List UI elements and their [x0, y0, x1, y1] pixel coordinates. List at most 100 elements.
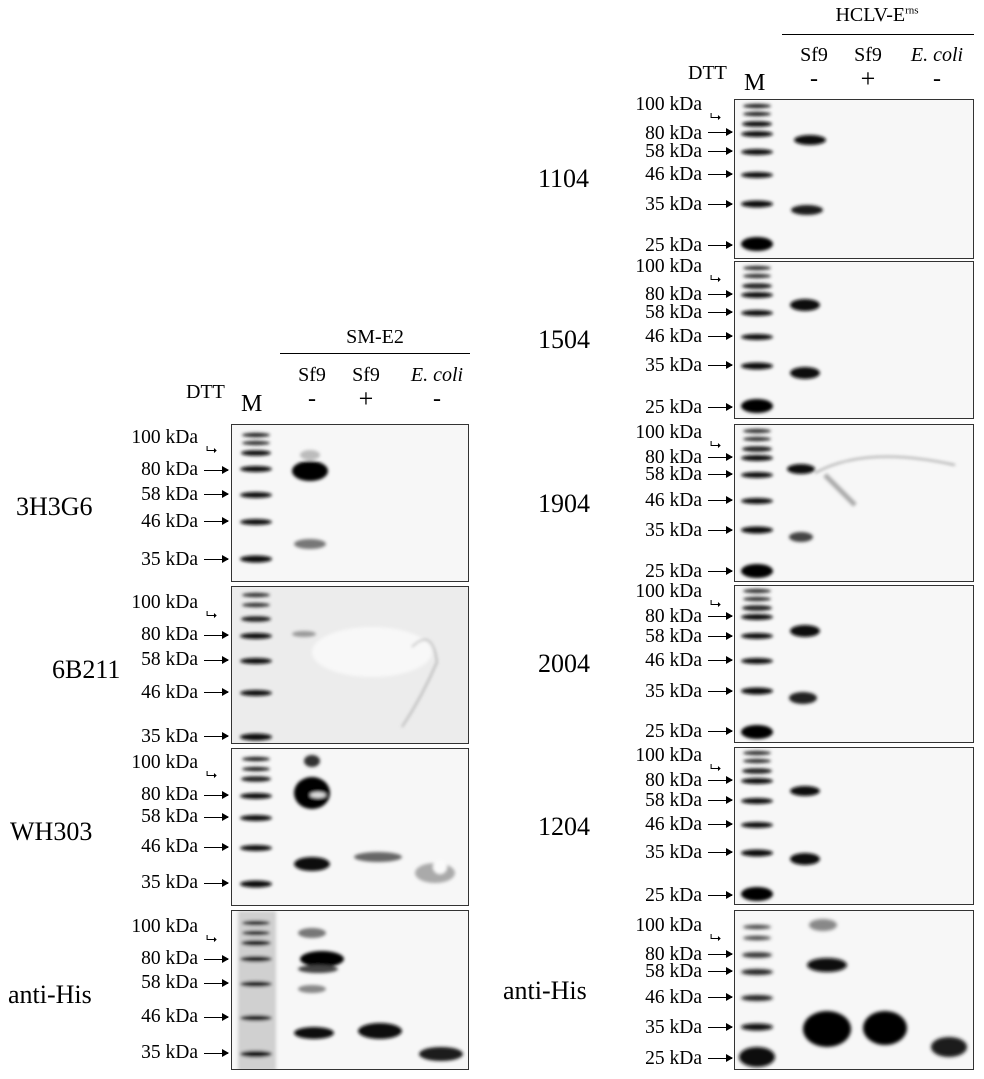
left-p2-arrow-35 [204, 879, 229, 888]
left-p2-marker-46: 46 kDa [141, 836, 198, 857]
left-p3-arrow-46 [204, 1013, 229, 1022]
right-p1-arrow-58 [708, 308, 733, 317]
left-p3-hook-arrow-icon: ⮡ [206, 932, 218, 947]
right-p1-marker-100: 100 kDa [635, 256, 702, 277]
right-p1-marker-58: 58 kDa [645, 302, 702, 323]
right-p4-marker-35: 35 kDa [645, 842, 702, 863]
right-lane3-dtt: - [933, 66, 941, 92]
right-p4-marker-58: 58 kDa [645, 790, 702, 811]
right-p2-marker-25: 25 kDa [645, 561, 702, 582]
right-p0-arrow-58 [708, 147, 733, 156]
right-panel-1204-name: 1204 [538, 812, 590, 841]
left-lane1-sample: Sf9 [298, 364, 326, 386]
right-p4-arrow-80 [708, 776, 733, 785]
left-p0-marker-46: 46 kDa [141, 511, 198, 532]
left-p0-marker-100: 100 kDa [131, 427, 198, 448]
right-p0-arrow-46 [708, 170, 733, 179]
left-p1-hook-arrow-icon: ⮡ [206, 608, 218, 623]
right-p4-arrow-25 [708, 891, 733, 900]
right-blot-1904 [734, 424, 974, 582]
left-p0-arrow-58 [204, 490, 229, 499]
right-p2-marker-80: 80 kDa [645, 447, 702, 468]
right-p5-arrow-25 [708, 1054, 733, 1063]
left-p2-marker-35: 35 kDa [141, 872, 198, 893]
left-p1-arrow-46 [204, 688, 229, 697]
left-p3-arrow-80 [204, 955, 229, 964]
right-lane3-sample: E. coli [910, 44, 964, 66]
left-p2-arrow-80 [204, 791, 229, 800]
right-p1-arrow-46 [708, 332, 733, 341]
left-panel-antihis-name: anti-His [8, 980, 92, 1009]
right-panel-2004-name: 2004 [538, 649, 590, 678]
left-blot-6b211 [231, 586, 469, 744]
right-p3-arrow-46 [708, 656, 733, 665]
right-p2-marker-58: 58 kDa [645, 464, 702, 485]
right-blot-2004 [734, 585, 974, 743]
left-p1-marker-46: 46 kDa [141, 682, 198, 703]
right-p4-hook-arrow-icon: ⮡ [710, 761, 722, 776]
right-p3-arrow-25 [708, 727, 733, 736]
left-antigen-title: SM-E2 [346, 326, 404, 348]
left-p3-arrow-35 [204, 1049, 229, 1058]
left-p2-marker-100: 100 kDa [131, 752, 198, 773]
right-p5-marker-58: 58 kDa [645, 961, 702, 982]
right-p1-arrow-80 [708, 290, 733, 299]
left-lane3-dtt: - [433, 386, 441, 412]
left-p1-marker-35: 35 kDa [141, 726, 198, 747]
right-panel-1904-name: 1904 [538, 489, 590, 518]
right-p5-hook-arrow-icon: ⮡ [710, 931, 722, 946]
right-p0-arrow-25 [708, 241, 733, 250]
right-blot-1104 [734, 99, 974, 259]
right-p3-hook-arrow-icon: ⮡ [710, 597, 722, 612]
right-p0-marker-46: 46 kDa [645, 164, 702, 185]
right-p0-arrow-80 [708, 128, 733, 137]
right-header-rule [782, 34, 974, 35]
left-p1-marker-100: 100 kDa [131, 592, 198, 613]
right-p4-marker-46: 46 kDa [645, 814, 702, 835]
right-p2-arrow-80 [708, 453, 733, 462]
right-p4-arrow-58 [708, 796, 733, 805]
right-p4-marker-100: 100 kDa [635, 745, 702, 766]
left-p2-marker-58: 58 kDa [141, 806, 198, 827]
left-p0-arrow-46 [204, 517, 229, 526]
left-header-rule [280, 353, 470, 354]
left-p0-arrow-80 [204, 466, 229, 475]
right-p5-marker-80: 80 kDa [645, 944, 702, 965]
left-p2-hook-arrow-icon: ⮡ [206, 768, 218, 783]
left-panel-3h3g6-name: 3H3G6 [16, 492, 93, 521]
right-panel-antihis-name: anti-His [503, 976, 587, 1005]
right-marker-label: M [744, 70, 766, 96]
left-p3-marker-46: 46 kDa [141, 1006, 198, 1027]
left-p0-hook-arrow-icon: ⮡ [206, 443, 218, 458]
right-lane1-dtt: - [810, 66, 818, 92]
right-panel-1504-name: 1504 [538, 325, 590, 354]
right-p1-marker-25: 25 kDa [645, 397, 702, 418]
right-antigen-prefix: HCLV-E [835, 4, 906, 26]
left-p1-arrow-58 [204, 656, 229, 665]
right-p1-marker-80: 80 kDa [645, 284, 702, 305]
right-p5-marker-100: 100 kDa [635, 915, 702, 936]
left-p2-marker-80: 80 kDa [141, 784, 198, 805]
right-p0-arrow-35 [708, 200, 733, 209]
left-blot-3h3g6 [231, 424, 469, 582]
left-p0-arrow-35 [204, 555, 229, 564]
right-p0-marker-100: 100 kDa [635, 94, 702, 115]
left-p1-arrow-35 [204, 732, 229, 741]
right-panel-1104-name: 1104 [538, 164, 590, 193]
right-lane1-sample: Sf9 [800, 44, 828, 66]
left-p3-marker-58: 58 kDa [141, 972, 198, 993]
right-p2-marker-100: 100 kDa [635, 422, 702, 443]
left-p2-arrow-46 [204, 843, 229, 852]
left-p1-marker-80: 80 kDa [141, 624, 198, 645]
left-p0-marker-80: 80 kDa [141, 459, 198, 480]
right-p1-arrow-35 [708, 361, 733, 370]
right-p1-marker-35: 35 kDa [645, 355, 702, 376]
left-p2-arrow-58 [204, 813, 229, 822]
right-lane2-dtt: + [860, 64, 876, 93]
right-p0-hook-arrow-icon: ⮡ [710, 110, 722, 125]
right-p2-arrow-25 [708, 567, 733, 576]
right-p1-arrow-25 [708, 403, 733, 412]
right-blot-1204 [734, 747, 974, 905]
right-p3-marker-80: 80 kDa [645, 606, 702, 627]
left-p1-arrow-80 [204, 631, 229, 640]
